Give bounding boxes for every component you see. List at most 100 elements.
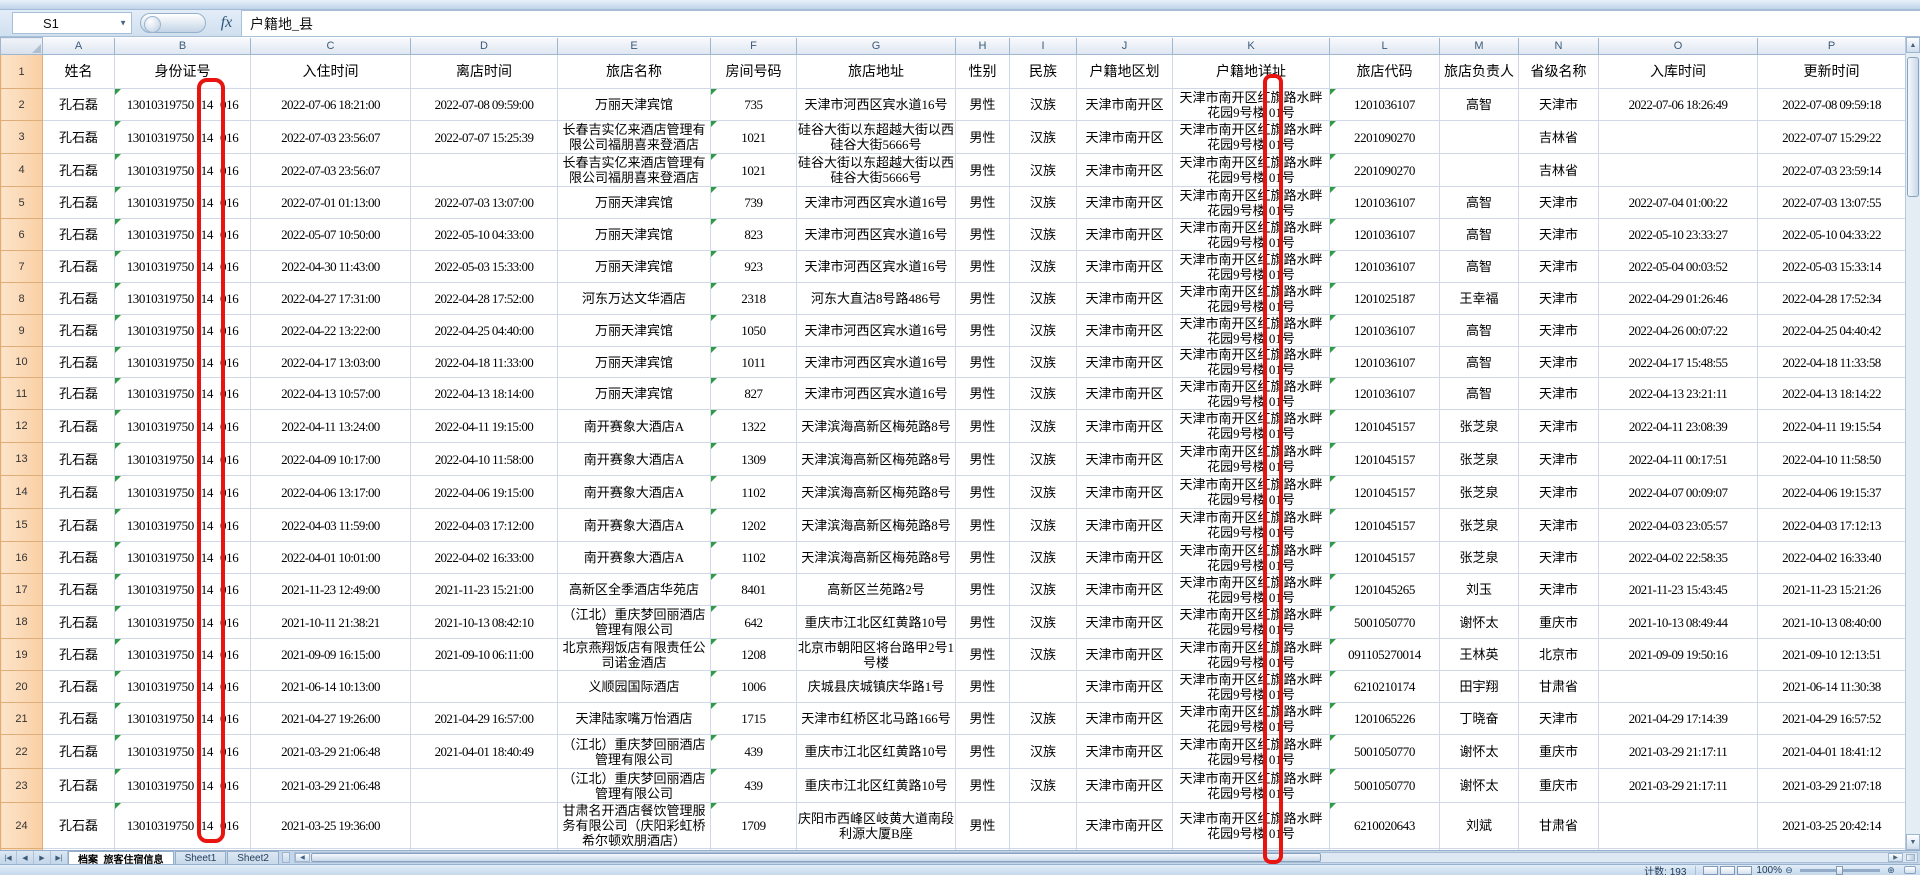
cell-addr[interactable]: 庆阳市西峰区岐黄大道南段利源大厦B座	[796, 802, 956, 849]
cell-header-L[interactable]: 旅店代码	[1329, 54, 1440, 89]
cell-code[interactable]: 1201036107	[1329, 218, 1440, 251]
cell-idno[interactable]: 13010319750 14 016	[114, 541, 251, 574]
cell-ethnic[interactable]: 汉族	[1009, 250, 1077, 283]
cell-code[interactable]: 091105270014	[1329, 638, 1440, 671]
cell-sex[interactable]: 男性	[955, 573, 1010, 606]
cell-name[interactable]: 孔石磊	[42, 475, 115, 509]
cell-checkin[interactable]: 2021-06-14 10:13:00	[250, 670, 411, 703]
cell-manager[interactable]: 高智	[1439, 377, 1519, 410]
cell-header-A[interactable]: 姓名	[42, 54, 115, 89]
cell-addr[interactable]: 天津滨海高新区梅苑路8号	[796, 409, 956, 443]
cell-hotel[interactable]: 南开赛象大酒店A	[557, 508, 711, 542]
cell-room[interactable]: 823	[710, 218, 797, 251]
cell-code[interactable]: 6210210174	[1329, 670, 1440, 703]
cell-checkout[interactable]: 2022-04-02 16:33:00	[410, 541, 558, 574]
cell-idno[interactable]: 13010319750 14 016	[114, 475, 251, 509]
column-header-N[interactable]: N	[1518, 37, 1599, 55]
cell-idno[interactable]: 13010319750 14 016	[114, 573, 251, 606]
status-corner-icon[interactable]	[1904, 866, 1916, 874]
cell-uptime[interactable]: 2022-04-02 16:33:40	[1757, 541, 1905, 574]
cell-header-I[interactable]: 民族	[1009, 54, 1077, 89]
cell-province[interactable]: 天津市	[1518, 282, 1599, 315]
cell-checkin[interactable]: 2022-07-03 23:56:07	[250, 120, 411, 154]
cell-manager[interactable]: 谢怀太	[1439, 605, 1519, 639]
cell-sex[interactable]: 男性	[955, 250, 1010, 283]
cell-header-K[interactable]: 户籍地详址	[1172, 54, 1330, 89]
prev-sheet-button[interactable]: ◀	[17, 851, 34, 864]
cell-idno[interactable]: 13010319750 14 016	[114, 314, 251, 347]
cell-checkin[interactable]: 2022-07-01 01:13:00	[250, 186, 411, 219]
cell-checkout[interactable]: 2022-07-08 09:59:00	[410, 88, 558, 121]
cell-idno[interactable]: 13010319750 14 016	[114, 409, 251, 443]
cell-region[interactable]: 天津市南开区	[1076, 218, 1173, 251]
cell-code[interactable]: 1201036107	[1329, 186, 1440, 219]
cell-hotel[interactable]: （江北）重庆梦回丽酒店管理有限公司	[557, 734, 711, 769]
cell-province[interactable]: 天津市	[1518, 377, 1599, 410]
cell-checkin[interactable]: 2022-07-06 18:21:00	[250, 88, 411, 121]
cell-addr[interactable]: 天津市河西区宾水道16号	[796, 314, 956, 347]
cell-room[interactable]: 439	[710, 734, 797, 769]
cell-region[interactable]: 天津市南开区	[1076, 670, 1173, 703]
cell-checkin[interactable]: 2021-03-25 19:36:00	[250, 802, 411, 849]
cell-uptime[interactable]: 2022-04-11 19:15:54	[1757, 409, 1905, 443]
zoom-slider-thumb[interactable]	[1836, 865, 1843, 875]
last-sheet-button[interactable]: ▶|	[51, 851, 68, 864]
cell-hotel[interactable]: 万丽天津宾馆	[557, 346, 711, 378]
cell-uptime[interactable]: 2021-04-29 16:57:52	[1757, 702, 1905, 735]
cell-sex[interactable]: 男性	[955, 218, 1010, 251]
cell-code[interactable]: 1201036107	[1329, 377, 1440, 410]
cell-code[interactable]: 1201045157	[1329, 541, 1440, 574]
cell-checkout[interactable]	[410, 768, 558, 803]
cell-room[interactable]: 1006	[710, 670, 797, 703]
cell-k[interactable]: 天津市南开区红旗路水畔 花园9号楼 01号	[1172, 250, 1330, 283]
cell-province[interactable]: 天津市	[1518, 218, 1599, 251]
cell-province[interactable]: 吉林省	[1518, 153, 1599, 187]
cell-room[interactable]: 1011	[710, 346, 797, 378]
cell-room[interactable]: 1021	[710, 120, 797, 154]
cell-name[interactable]: 孔石磊	[42, 573, 115, 606]
cell-manager[interactable]: 王林英	[1439, 638, 1519, 671]
cell-ethnic[interactable]: 汉族	[1009, 638, 1077, 671]
cell-name[interactable]: 孔石磊	[42, 670, 115, 703]
zoom-slider[interactable]	[1800, 865, 1880, 875]
cell-hotel[interactable]: 万丽天津宾馆	[557, 88, 711, 121]
cell-name[interactable]: 孔石磊	[42, 88, 115, 121]
cell-name[interactable]: 孔石磊	[42, 153, 115, 187]
cell-sex[interactable]: 男性	[955, 734, 1010, 769]
cell-intime[interactable]: 2021-10-13 08:49:44	[1598, 605, 1758, 639]
zoom-out-button[interactable]: ⊖	[1785, 864, 1793, 875]
cell-intime[interactable]: 2022-04-13 23:21:11	[1598, 377, 1758, 410]
row-header-12[interactable]: 12	[0, 409, 43, 443]
row-header-11[interactable]: 11	[0, 377, 43, 410]
cell-idno[interactable]: 13010319750 14 016	[114, 802, 251, 849]
page-break-view-button[interactable]	[1737, 865, 1753, 875]
sheet-tab-档案_旅客住宿信息[interactable]: 档案_旅客住宿信息	[68, 851, 174, 866]
cell-checkin[interactable]: 2022-04-11 13:24:00	[250, 409, 411, 443]
column-header-M[interactable]: M	[1439, 37, 1519, 55]
cell-idno[interactable]: 13010319750 14 016	[114, 702, 251, 735]
cell-uptime[interactable]: 2022-05-10 04:33:22	[1757, 218, 1905, 251]
zoom-in-button[interactable]: ⊕	[1887, 864, 1895, 875]
cell-k[interactable]: 天津市南开区红旗路水畔 花园9号楼 01号	[1172, 768, 1330, 803]
cell-name[interactable]: 孔石磊	[42, 314, 115, 347]
cell-manager[interactable]: 张芝泉	[1439, 442, 1519, 476]
cell-uptime[interactable]: 2021-03-29 21:07:18	[1757, 768, 1905, 803]
cell-manager[interactable]: 高智	[1439, 186, 1519, 219]
cell-addr[interactable]: 天津滨海高新区梅苑路8号	[796, 508, 956, 542]
cell-checkin[interactable]: 2021-11-23 12:49:00	[250, 573, 411, 606]
column-header-H[interactable]: H	[955, 37, 1010, 55]
cell-idno[interactable]: 13010319750 14 016	[114, 734, 251, 769]
row-header-9[interactable]: 9	[0, 314, 43, 347]
cell-checkin[interactable]: 2021-03-29 21:06:48	[250, 768, 411, 803]
cell-name[interactable]: 孔石磊	[42, 638, 115, 671]
cell-ethnic[interactable]: 汉族	[1009, 377, 1077, 410]
cell-hotel[interactable]: 南开赛象大酒店A	[557, 475, 711, 509]
cell-region[interactable]: 天津市南开区	[1076, 120, 1173, 154]
cell-manager[interactable]: 高智	[1439, 314, 1519, 347]
cell-sex[interactable]: 男性	[955, 475, 1010, 509]
row-header-2[interactable]: 2	[0, 88, 43, 121]
cell-region[interactable]: 天津市南开区	[1076, 377, 1173, 410]
cell-hotel[interactable]: 万丽天津宾馆	[557, 218, 711, 251]
cell-code[interactable]: 1201025187	[1329, 282, 1440, 315]
cell-uptime[interactable]: 2021-10-13 08:40:00	[1757, 605, 1905, 639]
